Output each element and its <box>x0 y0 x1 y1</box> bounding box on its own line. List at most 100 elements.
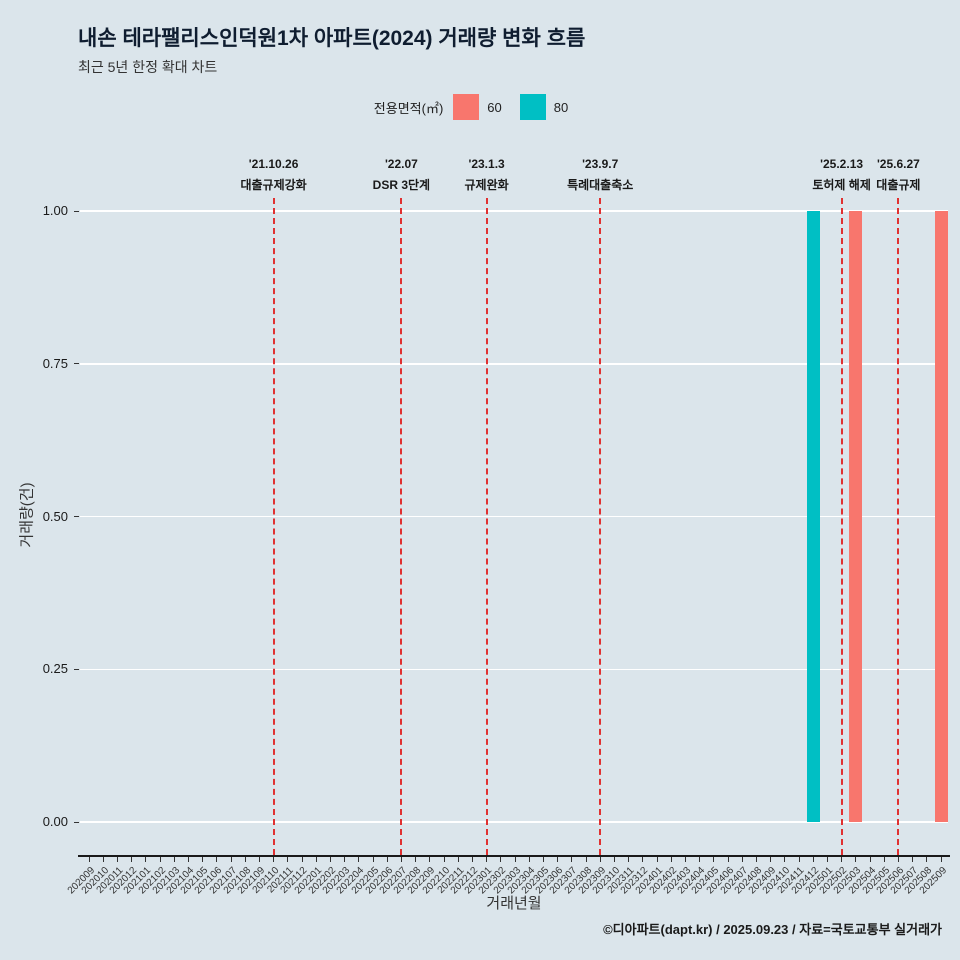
grid-line <box>80 210 948 212</box>
x-tick-mark <box>471 857 473 862</box>
y-tick-label: 0.00 <box>42 814 68 829</box>
y-tick-mark <box>74 363 79 365</box>
x-tick-mark <box>159 857 161 862</box>
grid-line <box>80 363 948 365</box>
x-tick-mark <box>287 857 289 862</box>
x-tick-mark <box>301 857 303 862</box>
annotation-line <box>840 198 843 855</box>
x-tick-mark <box>400 857 402 862</box>
x-tick-mark <box>244 857 246 862</box>
x-tick-mark <box>770 857 772 862</box>
y-tick-mark <box>74 210 79 212</box>
x-tick-mark <box>443 857 445 862</box>
x-tick-mark <box>216 857 218 862</box>
x-tick-mark <box>415 857 417 862</box>
page-title: 내손 테라팰리스인덕원1차 아파트(2024) 거래량 변화 흐름 <box>78 27 586 50</box>
x-tick-mark <box>897 857 899 862</box>
annotation-label: 토허제 해제 <box>812 178 871 192</box>
x-tick-mark <box>599 857 601 862</box>
annotation-date: '23.9.7 <box>582 157 619 171</box>
x-tick-mark <box>344 857 346 862</box>
annotation-line <box>599 198 602 855</box>
x-tick-mark <box>940 857 942 862</box>
bar-area-80 <box>806 211 820 822</box>
y-tick-mark <box>74 668 79 670</box>
x-tick-mark <box>131 857 133 862</box>
annotation-date: '23.1.3 <box>468 157 505 171</box>
x-tick-mark <box>855 857 857 862</box>
x-tick-mark <box>926 857 928 862</box>
x-tick-mark <box>315 857 317 862</box>
y-tick-label: 0.25 <box>42 661 68 677</box>
x-tick-mark <box>88 857 90 862</box>
x-tick-mark <box>841 857 843 862</box>
y-tick-mark <box>74 516 79 517</box>
credit-footer: ©디아파트(dapt.kr) / 2025.09.23 / 자료=국토교통부 실… <box>603 922 942 937</box>
x-tick-mark <box>145 857 147 862</box>
x-tick-mark <box>187 857 189 862</box>
x-tick-mark <box>258 857 260 862</box>
x-axis-title: 거래년월 <box>486 895 542 912</box>
x-tick-mark <box>741 857 743 862</box>
annotation-label: 특례대출축소 <box>567 178 634 192</box>
x-tick-mark <box>826 857 828 862</box>
x-tick-mark <box>869 857 871 862</box>
annotation-date: '25.2.13 <box>820 157 864 171</box>
x-tick-mark <box>684 857 686 862</box>
x-tick-mark <box>102 857 104 862</box>
x-tick-mark <box>628 857 630 862</box>
x-tick-mark <box>273 857 275 862</box>
x-tick-mark <box>713 857 715 862</box>
y-tick-label: 0.75 <box>42 355 68 371</box>
x-tick-mark <box>202 857 204 862</box>
grid-line <box>80 515 948 518</box>
x-tick-mark <box>372 857 374 862</box>
legend-swatch-80 <box>519 94 546 120</box>
x-tick-mark <box>116 857 118 862</box>
grid-line <box>80 668 948 670</box>
x-tick-mark <box>500 857 502 862</box>
annotation-line <box>897 198 900 855</box>
x-tick-mark <box>912 857 914 862</box>
x-tick-mark <box>755 857 757 862</box>
annotation-date: '25.6.27 <box>876 157 920 171</box>
legend-label-80: 80 <box>553 99 569 115</box>
x-tick-mark <box>329 857 331 862</box>
annotation-line <box>400 198 403 855</box>
legend-label-60: 60 <box>487 99 502 115</box>
x-tick-mark <box>230 857 232 862</box>
x-tick-mark <box>173 857 175 862</box>
grid-line <box>80 821 948 823</box>
annotation-label: DSR 3단계 <box>372 178 431 192</box>
x-tick-mark <box>812 857 814 862</box>
y-tick-label: 0.50 <box>42 508 68 524</box>
annotation-date: '21.10.26 <box>248 157 299 171</box>
legend-swatch-60 <box>453 94 480 120</box>
annotation-label: 대출규제강화 <box>240 178 307 192</box>
y-tick-mark <box>74 821 79 823</box>
x-tick-mark <box>784 857 786 862</box>
x-tick-mark <box>699 857 701 862</box>
x-tick-mark <box>571 857 573 862</box>
x-tick-mark <box>386 857 388 862</box>
x-tick-mark <box>883 857 885 862</box>
x-tick-mark <box>528 857 530 862</box>
x-tick-mark <box>798 857 800 862</box>
x-tick-mark <box>514 857 516 862</box>
x-tick-mark <box>542 857 544 862</box>
x-axis-line <box>78 855 950 857</box>
annotation-line <box>272 198 275 855</box>
x-tick-mark <box>457 857 459 862</box>
bar-area-60 <box>849 211 863 822</box>
legend-title: 전용면적(㎡) <box>373 100 444 116</box>
x-tick-mark <box>557 857 559 862</box>
x-tick-mark <box>727 857 729 862</box>
x-tick-mark <box>670 857 672 862</box>
annotation-date: '22.07 <box>384 157 418 171</box>
bar-area-60 <box>934 211 948 822</box>
x-tick-mark <box>613 857 615 862</box>
x-tick-mark <box>429 857 431 862</box>
annotation-label: 대출규제 <box>876 178 921 192</box>
x-tick-mark <box>585 857 587 862</box>
x-tick-mark <box>642 857 644 862</box>
